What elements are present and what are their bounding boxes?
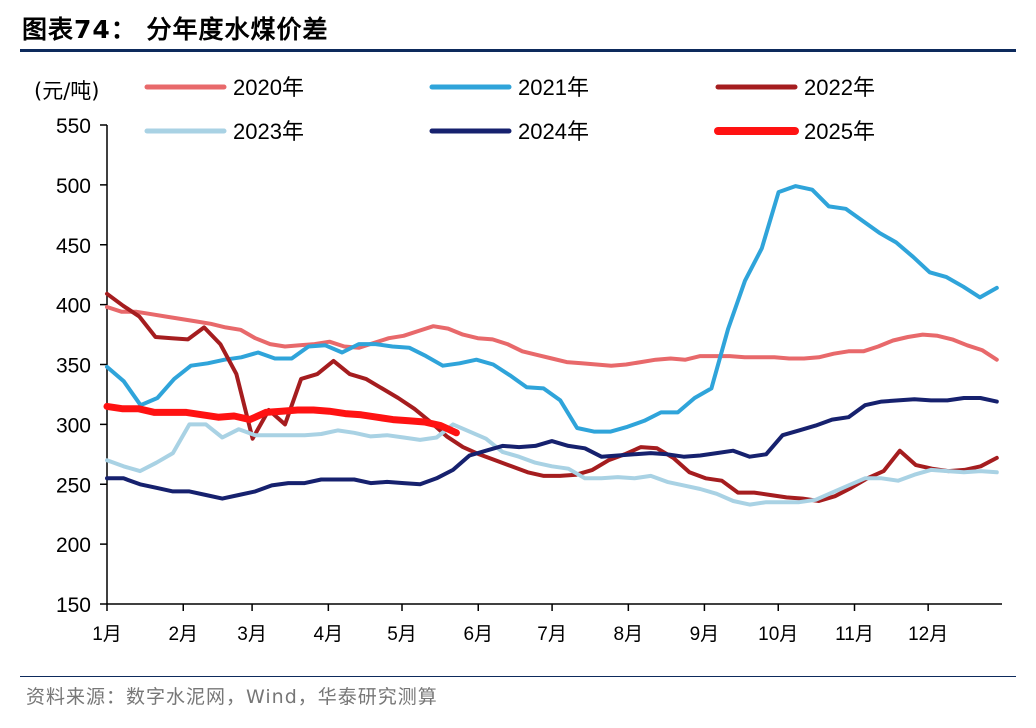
x-tick-label: 2月	[168, 624, 198, 645]
x-tick-label: 3月	[237, 624, 267, 645]
y-tick-label: 450	[56, 235, 91, 258]
x-axis: 1月 2月 3月 4月 5月 6月 7月 8月 9月 10月 11月 12月	[92, 603, 1002, 645]
x-tick-label: 5月	[387, 624, 417, 645]
x-tick-label: 4月	[314, 624, 344, 645]
x-tick-label: 8月	[614, 624, 644, 645]
y-tick-label: 200	[56, 534, 91, 557]
x-tick-label: 10月	[758, 624, 798, 645]
series-lines	[103, 184, 999, 507]
series-line-2021年	[105, 184, 999, 434]
legend-label: 2024年	[518, 119, 589, 144]
series-line-2022年	[105, 291, 999, 503]
x-tick-label: 6月	[463, 624, 493, 645]
y-tick-label: 350	[56, 355, 91, 378]
title-rule	[20, 49, 1016, 52]
footer-rule	[20, 676, 1016, 677]
series-line-2024年	[105, 396, 999, 501]
y-tick-label: 500	[56, 175, 91, 198]
legend-label: 2023年	[233, 119, 304, 144]
legend-label: 2021年	[518, 75, 589, 100]
series-line-2020年	[105, 305, 999, 368]
y-tick-label: 400	[56, 295, 91, 318]
series-line-2023年	[105, 422, 999, 507]
y-tick-label: 550	[56, 115, 91, 138]
y-tick-label: 150	[56, 594, 91, 617]
y-tick-label: 250	[56, 474, 91, 497]
x-tick-label: 11月	[835, 624, 874, 645]
x-tick-label: 1月	[92, 624, 122, 645]
x-tick-label: 9月	[690, 624, 720, 645]
x-tick-label: 12月	[908, 624, 948, 645]
x-tick-label: 7月	[537, 624, 567, 645]
series-line-2025年	[103, 402, 460, 437]
chart-title: 图表74： 分年度水煤价差	[22, 15, 329, 44]
legend: 2020年 2021年 2022年 2023年 2024年 2025年	[144, 75, 875, 144]
y-unit-label: (元/吨)	[34, 79, 99, 103]
y-tick-label: 300	[56, 414, 91, 437]
legend-label: 2022年	[804, 75, 875, 100]
legend-label: 2025年	[804, 119, 875, 144]
source-note: 资料来源：数字水泥网，Wind，华泰研究测算	[26, 686, 438, 708]
y-axis: 150 200 250 300 350 400 450 500 550	[56, 115, 108, 617]
legend-label: 2020年	[233, 75, 304, 100]
